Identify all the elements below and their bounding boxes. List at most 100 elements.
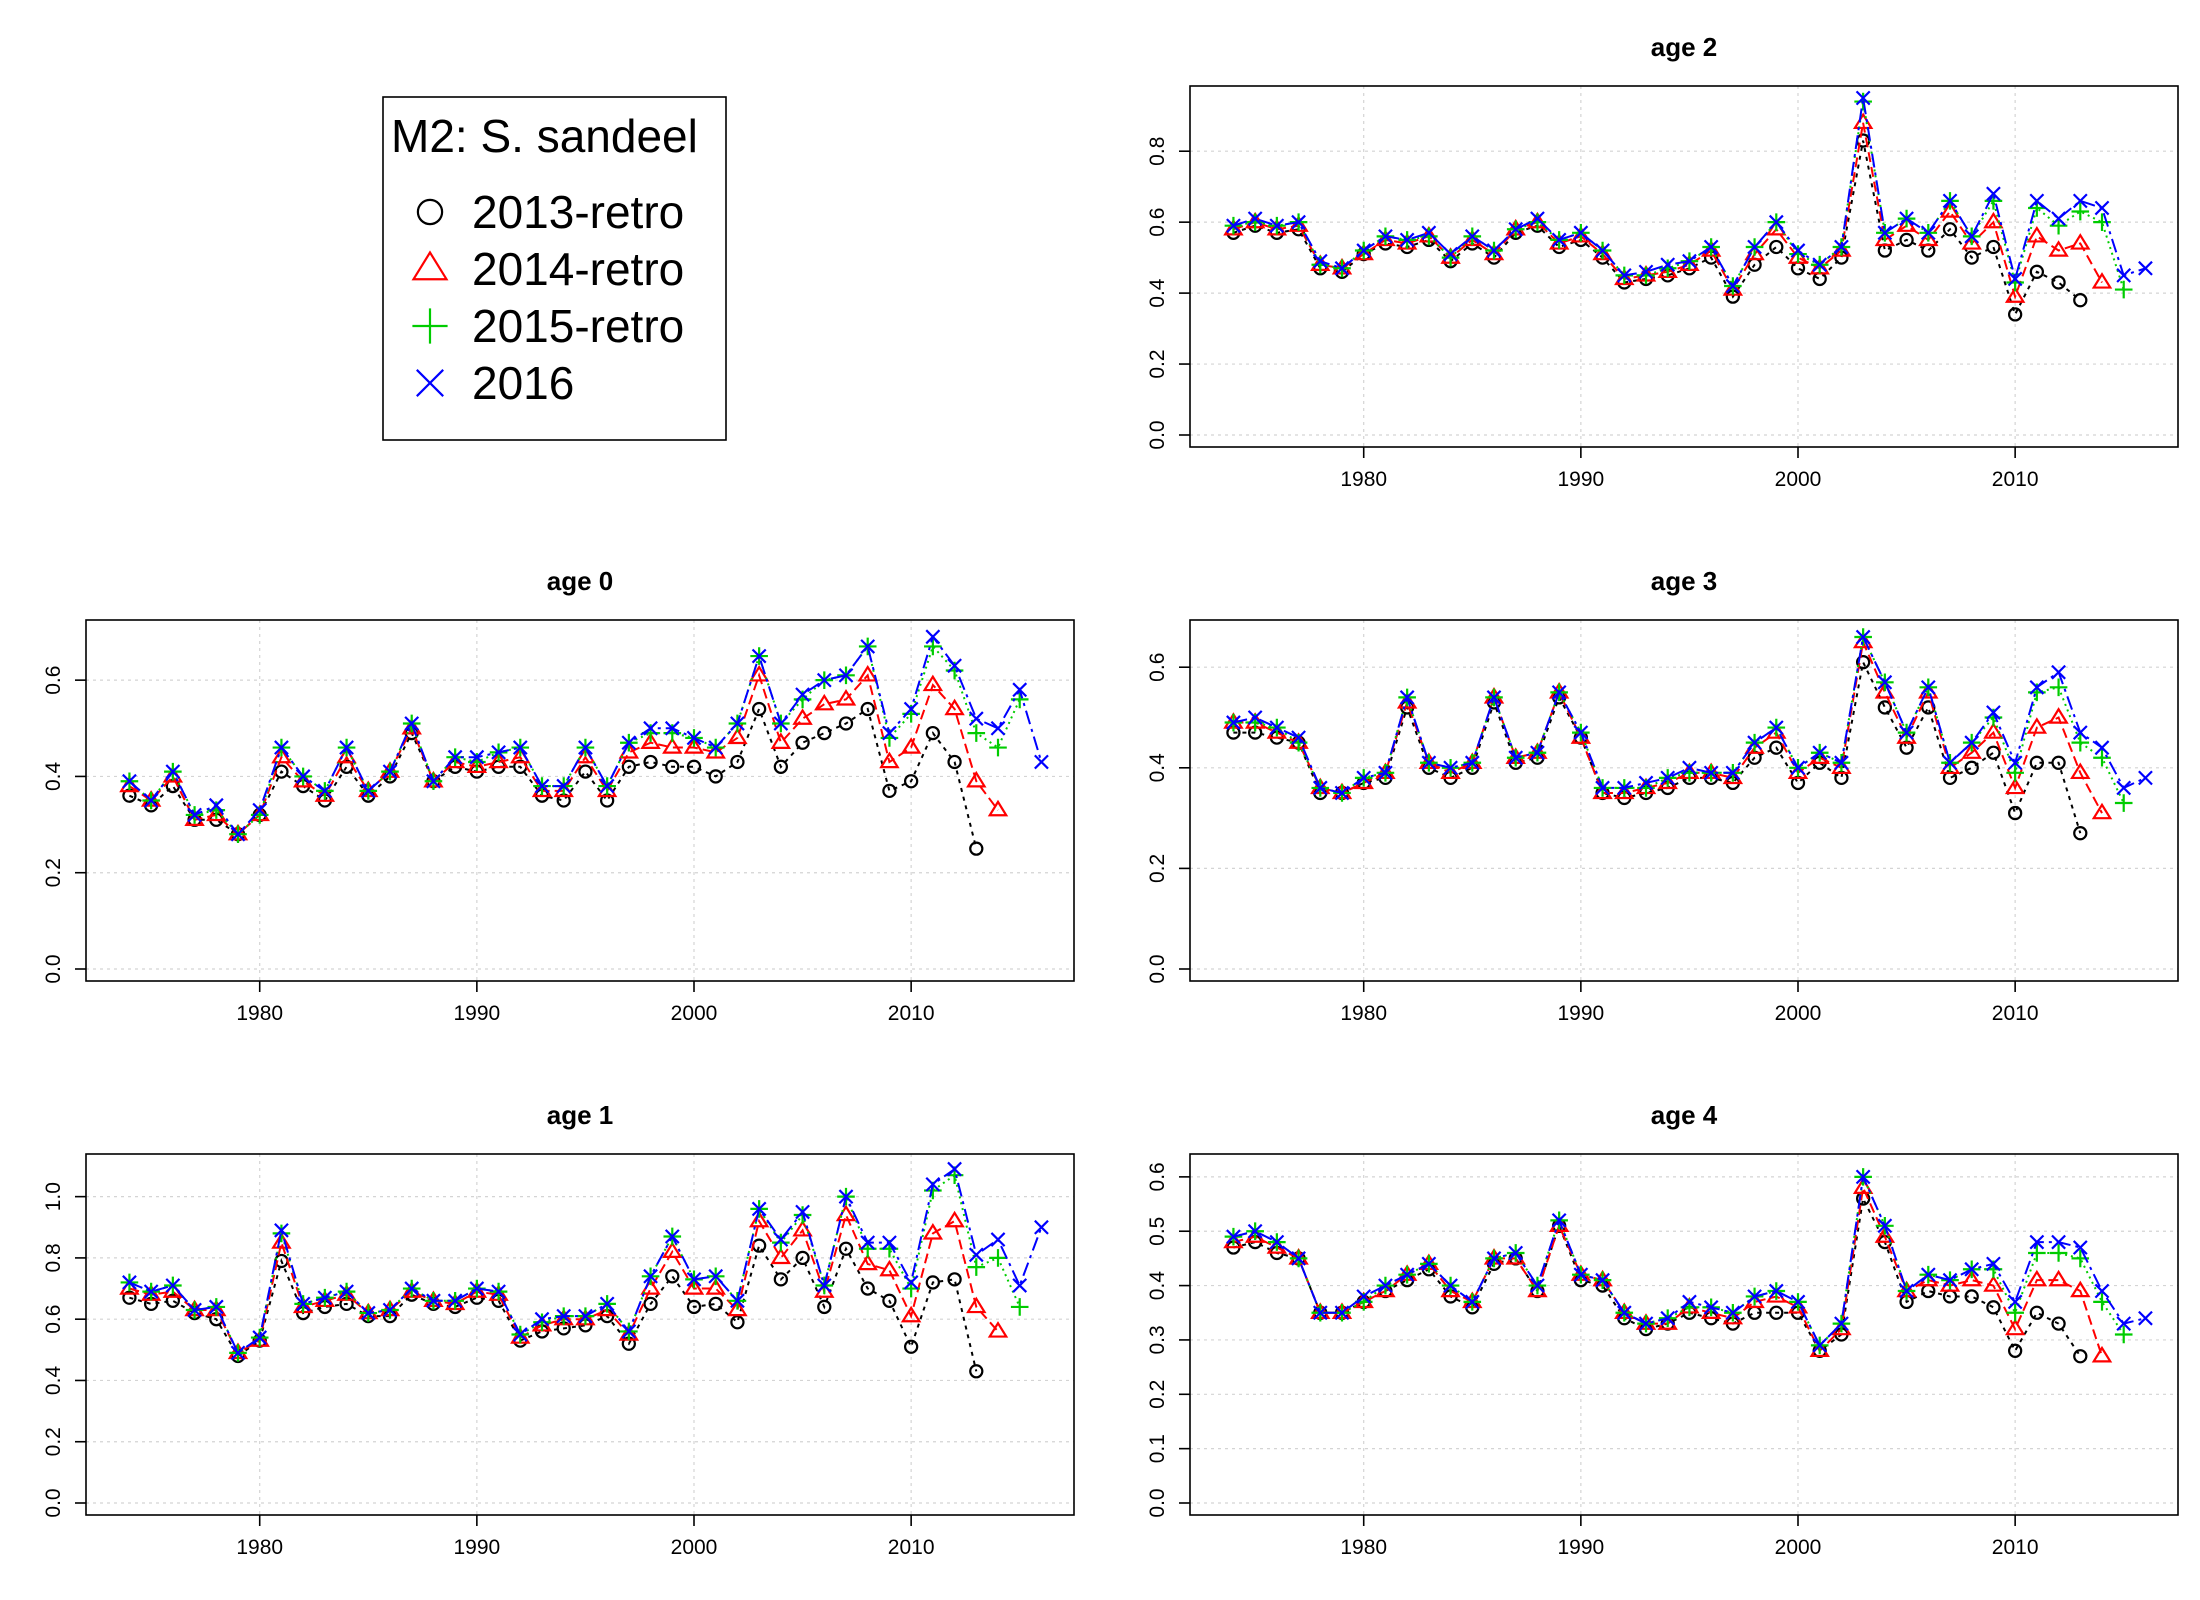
data-point xyxy=(1682,1294,1697,1310)
data-point xyxy=(643,1296,658,1312)
data-point xyxy=(925,725,941,741)
data-point xyxy=(1725,278,1741,294)
data-point xyxy=(683,1278,705,1295)
x-tick-label: 1980 xyxy=(236,1536,283,1559)
data-point xyxy=(683,737,705,754)
data-point xyxy=(1899,740,1914,755)
data-point xyxy=(2073,293,2088,308)
y-tick-label: 0.6 xyxy=(42,666,65,695)
data-point xyxy=(1964,1289,1979,1304)
data-point xyxy=(1441,248,1460,267)
data-point xyxy=(2048,1269,2069,1287)
data-point xyxy=(2114,280,2133,299)
data-point xyxy=(2093,748,2111,767)
data-point xyxy=(1464,1294,1480,1310)
x-tick-label: 2010 xyxy=(1992,468,2039,491)
data-point xyxy=(1660,257,1676,273)
data-point xyxy=(751,1238,767,1253)
data-point xyxy=(1334,260,1350,276)
data-point xyxy=(2051,1316,2066,1331)
data-point xyxy=(1961,1269,1982,1287)
data-point xyxy=(708,740,724,755)
data-point xyxy=(1226,1229,1241,1245)
data-point xyxy=(987,1321,1009,1338)
data-point xyxy=(1595,243,1610,258)
data-point xyxy=(1486,243,1502,258)
plot-frame xyxy=(1189,619,2179,982)
data-point xyxy=(1747,735,1762,751)
data-point xyxy=(1637,266,1655,285)
data-point xyxy=(578,764,593,779)
data-point xyxy=(1378,1278,1393,1293)
data-point xyxy=(1356,243,1372,258)
data-point xyxy=(751,1201,767,1217)
data-point xyxy=(643,720,658,736)
data-point xyxy=(1921,700,1936,715)
data-point xyxy=(317,783,333,799)
data-point xyxy=(2007,755,2023,771)
data-point xyxy=(165,764,181,779)
data-point xyxy=(122,1275,137,1290)
series-line xyxy=(129,1243,978,1372)
x-tick-label: 1990 xyxy=(1557,1536,1604,1559)
data-point xyxy=(2007,805,2023,821)
data-point xyxy=(1834,1316,1849,1332)
data-point xyxy=(1964,1261,1980,1277)
y-tick-label: 0.0 xyxy=(1146,1488,1169,1517)
data-point xyxy=(879,1259,900,1277)
panel-age-4: age 4 1980 1990 2000 2010 0.0 0.1 0.2 0.3 0.4 0.5 0… xyxy=(1146,1100,2179,1559)
data-point xyxy=(466,756,488,774)
data-point xyxy=(770,1247,792,1265)
data-point xyxy=(748,664,770,682)
series-line xyxy=(1233,140,2081,318)
data-point xyxy=(969,1364,984,1379)
data-point xyxy=(599,778,615,794)
data-point xyxy=(2026,717,2048,734)
data-point xyxy=(230,826,246,842)
data-point xyxy=(1703,239,1719,255)
data-point xyxy=(252,802,268,818)
legend-label: 2015-retro xyxy=(472,300,684,352)
data-point xyxy=(882,725,897,741)
y-tick-label: 0.6 xyxy=(1146,653,1169,682)
data-point xyxy=(1942,1272,1958,1288)
data-point xyxy=(708,769,723,784)
data-point xyxy=(705,1278,726,1295)
data-point xyxy=(1660,1310,1676,1326)
y-tick-label: 0.4 xyxy=(1146,278,1169,308)
data-point xyxy=(271,746,292,764)
data-point xyxy=(2029,1234,2045,1250)
panel-age-1: age 1 1980 1990 2000 2010 0.0 0.2 0.4 0.6 0.8 1.0 xyxy=(42,1100,1075,1559)
data-point xyxy=(621,735,637,751)
y-tick-label: 0.4 xyxy=(1146,1271,1169,1301)
series-2013-retro xyxy=(1226,655,2088,841)
legend-item: 2013-retro xyxy=(416,186,684,238)
data-point xyxy=(339,1284,354,1299)
data-point xyxy=(1312,253,1328,269)
data-point xyxy=(1551,684,1567,700)
data-point xyxy=(1899,725,1914,740)
data-point xyxy=(2070,762,2091,780)
data-point xyxy=(751,648,767,664)
data-point xyxy=(900,1305,922,1323)
data-point xyxy=(1420,227,1438,246)
data-point xyxy=(664,720,680,736)
data-point xyxy=(1747,239,1762,255)
data-point xyxy=(2051,664,2066,680)
data-point xyxy=(1855,655,1871,670)
data-point xyxy=(1443,246,1458,262)
data-point xyxy=(730,1293,745,1309)
data-point xyxy=(208,1299,224,1315)
data-point xyxy=(1334,785,1350,801)
data-point xyxy=(817,1299,832,1315)
data-point xyxy=(686,759,702,774)
data-point xyxy=(882,783,897,799)
x-tick-label: 1990 xyxy=(1557,468,1604,491)
data-point xyxy=(2094,740,2110,756)
data-point xyxy=(1769,239,1784,255)
legend-plus-marker xyxy=(412,308,448,344)
series-2014-retro xyxy=(1223,1177,2113,1363)
data-point xyxy=(2071,202,2090,221)
data-point xyxy=(814,693,835,711)
data-point xyxy=(317,1290,333,1306)
